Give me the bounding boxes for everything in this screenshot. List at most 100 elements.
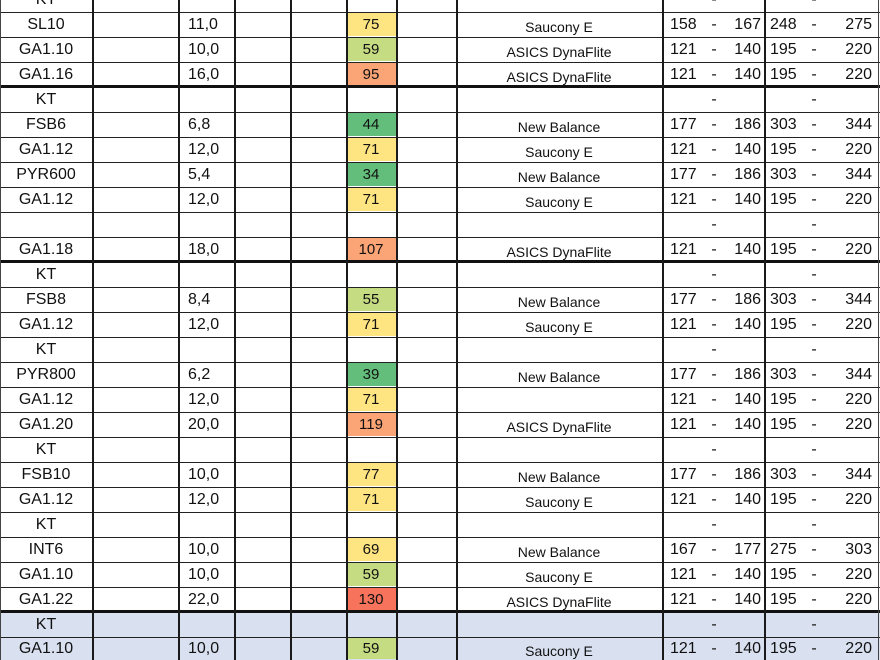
cell-range2-dash[interactable]: - <box>811 91 817 108</box>
cell-score[interactable]: 55 <box>346 288 396 311</box>
cell-code[interactable]: INT6 <box>28 541 64 558</box>
cell-range1-high[interactable]: 140 <box>734 391 761 408</box>
cell-range2-dash[interactable]: - <box>811 166 817 183</box>
cell-range2-low[interactable]: 195 <box>770 191 797 208</box>
cell-size[interactable] <box>178 437 234 462</box>
cell-range1-high[interactable] <box>722 512 764 537</box>
cell-range2-low[interactable]: 195 <box>770 391 797 408</box>
cell-size[interactable]: 20,0 <box>188 416 220 433</box>
cell-range2-dash[interactable]: - <box>811 591 817 608</box>
cell-range2-low[interactable]: 275 <box>770 541 797 558</box>
cell-score[interactable]: 95 <box>346 63 396 86</box>
cell-range1-dash[interactable]: - <box>711 366 717 383</box>
cell-range1-low[interactable]: 121 <box>670 416 697 433</box>
cell-range2-dash[interactable]: - <box>811 616 817 633</box>
cell-code[interactable]: KT <box>35 616 57 633</box>
cell-range1-dash[interactable]: - <box>711 41 717 58</box>
cell-range2-dash[interactable]: - <box>811 116 817 133</box>
cell-range2-high[interactable]: 220 <box>845 640 872 657</box>
cell-shoe[interactable]: New Balance <box>517 169 601 185</box>
cell-range1-low[interactable]: 121 <box>670 66 697 83</box>
cell-code[interactable]: GA1.12 <box>18 391 74 408</box>
cell-size[interactable] <box>178 612 234 637</box>
cell-size[interactable]: 6,8 <box>188 116 211 133</box>
cell-range1-low[interactable]: 121 <box>670 491 697 508</box>
cell-range1-dash[interactable]: - <box>711 91 717 108</box>
cell-range1-dash[interactable]: - <box>711 591 717 608</box>
cell-range1-high[interactable] <box>722 337 764 362</box>
cell-range2-high[interactable]: 344 <box>845 166 872 183</box>
cell-range2-high[interactable]: 220 <box>845 591 872 608</box>
cell-range2-dash[interactable]: - <box>811 491 817 508</box>
cell-range2-high[interactable]: 303 <box>845 541 872 558</box>
cell-range1-low[interactable]: 121 <box>670 316 697 333</box>
cell-range1-low[interactable] <box>666 337 706 362</box>
cell-range1-high[interactable]: 140 <box>734 316 761 333</box>
cell-range2-high[interactable] <box>822 212 878 237</box>
cell-range2-low[interactable] <box>766 512 806 537</box>
cell-range2-high[interactable]: 220 <box>845 491 872 508</box>
cell-range2-low[interactable]: 195 <box>770 591 797 608</box>
cell-range1-dash[interactable]: - <box>711 466 717 483</box>
cell-range2-high[interactable]: 275 <box>845 16 872 33</box>
cell-code[interactable]: GA1.12 <box>18 141 74 158</box>
cell-range2-low[interactable]: 195 <box>770 41 797 58</box>
cell-range2-low[interactable] <box>766 437 806 462</box>
cell-range2-dash[interactable]: - <box>811 191 817 208</box>
cell-range1-high[interactable] <box>722 212 764 237</box>
cell-range1-low[interactable] <box>666 0 706 12</box>
cell-range2-dash[interactable]: - <box>811 216 817 233</box>
cell-range1-high[interactable]: 140 <box>734 241 761 258</box>
cell-code[interactable]: GA1.10 <box>18 640 74 657</box>
cell-score[interactable] <box>346 437 396 462</box>
cell-size[interactable] <box>178 87 234 112</box>
cell-range2-high[interactable]: 344 <box>845 466 872 483</box>
cell-range1-high[interactable]: 186 <box>734 166 761 183</box>
cell-range1-high[interactable]: 140 <box>734 141 761 158</box>
cell-shoe[interactable]: Saucony E <box>525 569 593 585</box>
cell-score[interactable] <box>346 612 396 637</box>
cell-range2-dash[interactable]: - <box>811 41 817 58</box>
cell-score[interactable]: 71 <box>346 488 396 511</box>
cell-score[interactable]: 39 <box>346 363 396 386</box>
cell-size[interactable] <box>178 0 234 12</box>
cell-shoe[interactable]: New Balance <box>517 119 601 135</box>
cell-range2-low[interactable] <box>766 612 806 637</box>
cell-range1-high[interactable]: 177 <box>734 541 761 558</box>
cell-score[interactable]: 130 <box>346 588 396 611</box>
cell-range1-low[interactable]: 177 <box>670 466 697 483</box>
cell-code[interactable]: GA1.20 <box>18 416 74 433</box>
cell-code[interactable]: FSB6 <box>25 116 66 133</box>
cell-range2-high[interactable]: 344 <box>845 116 872 133</box>
cell-range2-low[interactable]: 195 <box>770 640 797 657</box>
cell-range2-high[interactable] <box>822 262 878 287</box>
cell-shoe[interactable] <box>456 337 662 362</box>
cell-score[interactable]: 59 <box>346 563 396 586</box>
cell-range1-high[interactable]: 140 <box>734 566 761 583</box>
cell-range2-high[interactable]: 344 <box>845 291 872 308</box>
cell-range1-dash[interactable]: - <box>706 0 722 12</box>
cell-range1-dash[interactable]: - <box>711 291 717 308</box>
cell-range1-dash[interactable]: - <box>711 391 717 408</box>
cell-size[interactable]: 5,4 <box>188 166 211 183</box>
cell-range1-dash[interactable]: - <box>711 541 717 558</box>
cell-shoe[interactable] <box>456 0 662 12</box>
cell-code[interactable]: KT <box>35 266 57 283</box>
cell-shoe[interactable]: Saucony E <box>525 144 593 160</box>
cell-range2-dash[interactable]: - <box>811 266 817 283</box>
cell-shoe[interactable]: Saucony E <box>525 194 593 210</box>
cell-range2-low[interactable]: 195 <box>770 316 797 333</box>
cell-code[interactable]: SL10 <box>27 16 65 33</box>
cell-size[interactable]: 10,0 <box>188 566 220 583</box>
cell-code[interactable]: GA1.12 <box>18 491 74 508</box>
cell-size[interactable]: 10,0 <box>188 541 220 558</box>
cell-score[interactable]: 71 <box>346 188 396 211</box>
cell-range2-high[interactable] <box>822 512 878 537</box>
cell-score[interactable]: 75 <box>346 13 396 36</box>
cell-range1-low[interactable]: 121 <box>670 241 697 258</box>
cell-range1-low[interactable]: 121 <box>670 41 697 58</box>
cell-size[interactable]: 6,2 <box>188 366 211 383</box>
cell-code[interactable]: FSB8 <box>25 291 66 308</box>
cell-shoe[interactable]: New Balance <box>517 294 601 310</box>
cell-shoe[interactable]: New Balance <box>517 544 601 560</box>
